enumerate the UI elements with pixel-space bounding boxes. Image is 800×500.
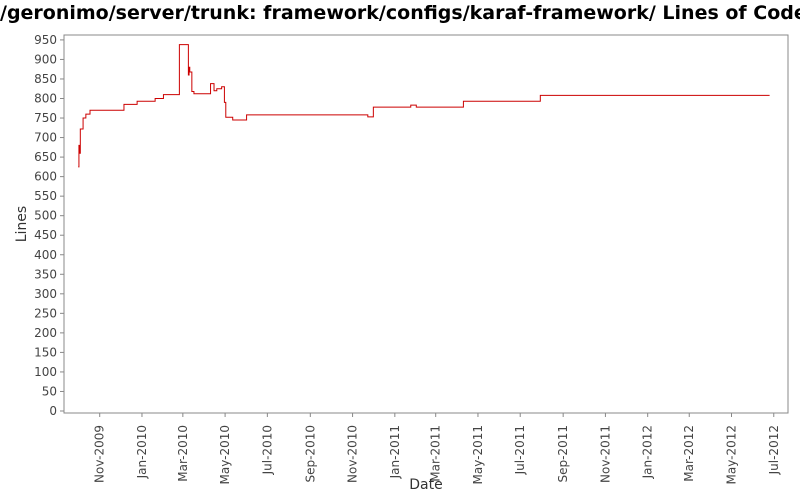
x-axis: Nov-2009 Jan-2010 Mar-2010 May-2010 Jul-2010… [93,413,781,484]
y-axis: 0 50 100 150 200 250 300 350 400 450 500 550 600 650 7… [34,33,64,418]
y-tick-label: 550 [34,189,57,203]
y-tick-label: 300 [34,287,57,301]
chart-title: /geronimo/server/trunk: framework/config… [0,2,800,24]
x-tick-label: Jan-2012 [641,425,655,479]
plot-background [63,34,789,414]
y-tick-label: 200 [34,326,57,340]
x-tick-label: Nov-2010 [346,425,360,483]
x-tick-label: Mar-2011 [429,425,443,482]
y-tick-label: 250 [34,306,57,320]
y-tick-label: 500 [34,209,57,223]
x-tick-label: Nov-2009 [93,425,107,483]
x-tick-label: May-2012 [725,425,739,484]
y-tick-label: 950 [34,33,57,47]
x-tick-label: Jul-2012 [767,425,781,475]
y-tick-label: 100 [34,365,57,379]
x-tick-label: May-2011 [471,425,485,484]
x-tick-label: Jul-2010 [260,425,274,475]
y-tick-label: 850 [34,72,57,86]
y-tick-label: 800 [34,92,57,106]
x-tick-label: Jan-2011 [388,425,402,479]
x-tick-label: Jul-2011 [513,425,527,475]
y-tick-label: 350 [34,267,57,281]
x-tick-label: Jan-2010 [135,425,149,479]
y-tick-label: 0 [49,404,57,418]
y-tick-label: 650 [34,150,57,164]
x-tick-label: Mar-2012 [682,425,696,482]
x-tick-label: Sep-2010 [303,425,317,483]
y-tick-label: 900 [34,52,57,66]
y-tick-label: 400 [34,248,57,262]
x-tick-label: May-2010 [218,425,232,484]
y-tick-label: 150 [34,345,57,359]
y-axis-title: Lines [14,206,30,242]
x-tick-label: Mar-2010 [176,425,190,482]
x-tick-label: Sep-2011 [556,425,570,483]
x-tick-label: Nov-2011 [598,425,612,483]
y-tick-label: 50 [42,384,57,398]
y-tick-label: 450 [34,228,57,242]
y-tick-label: 700 [34,131,57,145]
y-tick-label: 600 [34,170,57,184]
lines-of-code-series [78,44,770,168]
y-tick-label: 750 [34,111,57,125]
x-axis-title: Date [409,477,442,493]
